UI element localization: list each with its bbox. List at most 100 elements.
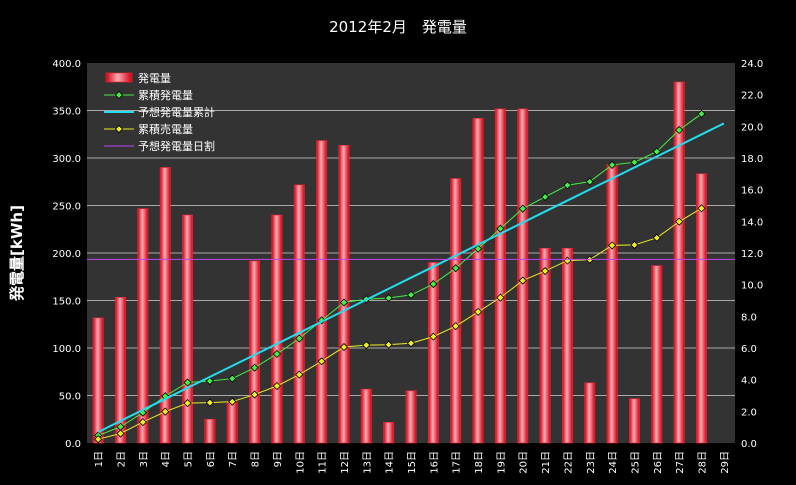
bar	[539, 247, 551, 444]
x-tick-label: 19日	[496, 451, 507, 474]
y-tick-label: 150.0	[52, 297, 81, 308]
line-series	[87, 109, 735, 444]
data-point	[541, 192, 550, 202]
bar	[494, 108, 506, 444]
bar	[606, 164, 618, 444]
data-point	[630, 158, 639, 167]
data-point	[317, 357, 326, 366]
x-tick-label: 20日	[519, 451, 530, 474]
legend-item: 予想発電量累計	[104, 105, 215, 119]
bar	[673, 81, 685, 444]
y-tick-label: 350.0	[52, 107, 81, 118]
x-tick-label: 7日	[228, 451, 239, 467]
x-tick-label: 1日	[94, 451, 105, 467]
bar	[561, 247, 573, 444]
chart-title: 2012年2月 発電量	[329, 18, 467, 36]
y-tick-label: 300.0	[52, 154, 81, 165]
x-tick-label: 23日	[586, 451, 597, 474]
y2-tick-label: 18.0	[741, 154, 763, 165]
x-axis-ticks: 1日 2日 3日 4日 5日 6日 7日 8日 9日 10日 11日 12日 13日 14日 15日 16日 1…	[94, 451, 731, 474]
legend-label: 累積発電量	[138, 88, 193, 102]
data-point	[94, 435, 103, 444]
legend-item: 予想発電量日割	[104, 139, 215, 153]
x-tick-label: 18日	[474, 451, 485, 474]
data-point	[406, 339, 416, 348]
x-tick-label: 13日	[362, 451, 373, 474]
legend-swatch	[105, 72, 133, 83]
bar	[405, 390, 417, 444]
bar-series	[92, 81, 707, 444]
data-point	[675, 125, 684, 135]
bar	[629, 398, 640, 444]
left-axis-ticks: 0.0 50.0 100.0 150.0 200.0 250.0 300.0 350.0 400…	[52, 59, 81, 450]
x-tick-label: 27日	[675, 451, 686, 474]
bar	[92, 317, 104, 444]
bar	[651, 265, 663, 444]
legend-label: 予想発電量累計	[138, 105, 215, 119]
y2-tick-label: 16.0	[741, 186, 763, 197]
y-axis-label: 発電量[kWh]	[8, 205, 26, 302]
y2-tick-label: 8.0	[741, 312, 757, 323]
y2-tick-label: 4.0	[741, 376, 757, 387]
data-point	[406, 290, 416, 299]
data-point	[250, 390, 259, 399]
data-point	[518, 276, 527, 285]
legend-item: 発電量	[105, 71, 171, 85]
bar	[696, 173, 707, 444]
bar	[115, 297, 126, 444]
data-point	[451, 264, 460, 273]
legend-item: 累積売電量	[104, 122, 193, 136]
data-point	[384, 293, 393, 303]
data-point	[272, 381, 281, 391]
data-point	[496, 293, 505, 302]
legend-label: 累積売電量	[138, 122, 193, 136]
bar	[137, 208, 149, 444]
data-point	[563, 181, 572, 190]
y2-tick-label: 20.0	[741, 122, 763, 133]
x-tick-label: 29日	[720, 451, 731, 474]
data-point	[630, 240, 639, 249]
data-point	[205, 376, 214, 386]
gridlines	[87, 110, 735, 396]
data-point	[295, 370, 304, 379]
x-tick-label: 10日	[295, 451, 306, 474]
data-point	[183, 399, 192, 408]
bar	[517, 108, 529, 444]
data-point	[585, 177, 594, 186]
x-tick-label: 3日	[139, 451, 150, 467]
data-point	[518, 204, 527, 213]
x-tick-label: 16日	[429, 451, 440, 474]
data-point	[473, 307, 483, 316]
x-tick-label: 22日	[563, 451, 574, 474]
data-point	[429, 332, 438, 341]
x-tick-label: 5日	[184, 451, 195, 467]
data-point	[228, 397, 237, 406]
bar	[472, 118, 484, 444]
data-point	[675, 217, 684, 226]
bar	[271, 214, 283, 444]
data-point	[161, 407, 170, 416]
bar	[159, 167, 171, 444]
data-point	[205, 398, 214, 407]
x-tick-label: 11日	[318, 451, 329, 474]
y2-tick-label: 6.0	[741, 344, 757, 355]
y2-tick-label: 14.0	[741, 217, 763, 228]
x-tick-label: 6日	[206, 451, 217, 467]
x-tick-label: 14日	[385, 451, 396, 474]
data-point	[250, 363, 259, 372]
data-point	[496, 224, 505, 233]
legend-item: 累積発電量	[104, 88, 193, 102]
y2-tick-label: 2.0	[741, 407, 757, 418]
series-line	[97, 122, 725, 433]
series-line	[98, 207, 702, 440]
x-tick-label: 4日	[161, 451, 172, 467]
legend-marker	[114, 124, 124, 134]
bar	[383, 422, 395, 444]
bar	[293, 184, 305, 444]
data-point	[451, 322, 460, 331]
data-point	[541, 266, 550, 276]
data-point	[228, 374, 237, 383]
x-tick-label: 17日	[452, 451, 463, 474]
data-point	[295, 334, 304, 343]
